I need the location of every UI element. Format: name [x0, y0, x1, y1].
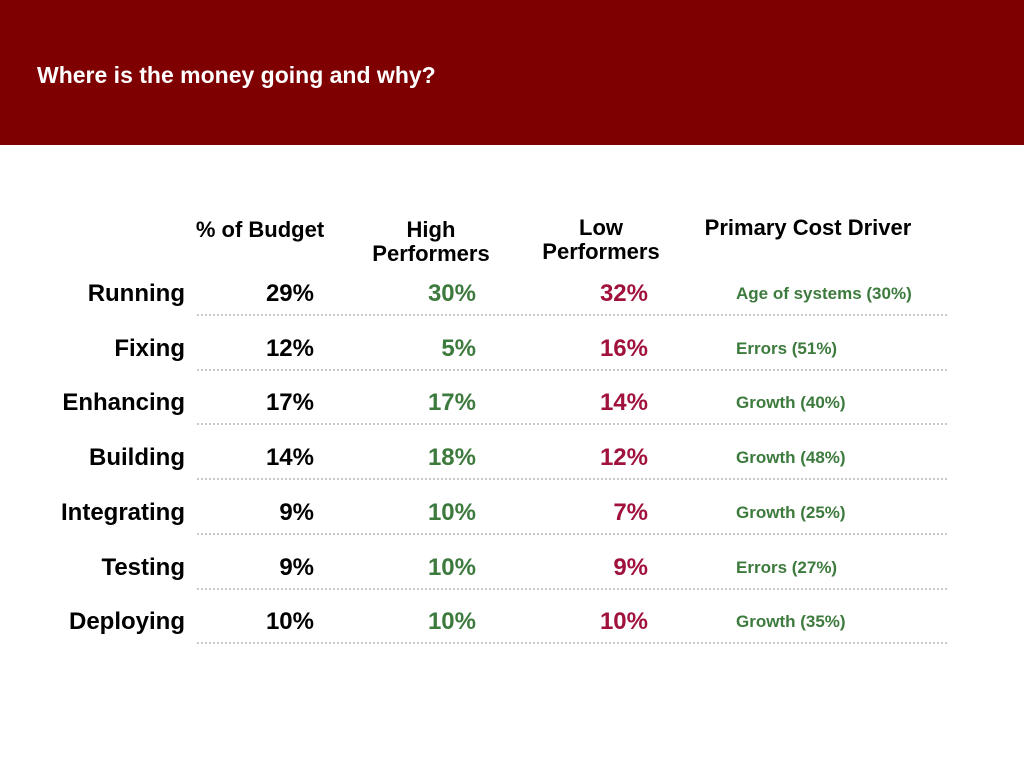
column-header-low-performers-text: Low Performers [542, 215, 660, 264]
row-divider [197, 588, 947, 590]
column-header-cost-driver: Primary Cost Driver [704, 215, 912, 240]
high-performers-value: 18% [427, 444, 476, 471]
row-divider [197, 533, 947, 535]
primary-cost-driver: Errors (27%) [736, 558, 838, 577]
table-row: Testing 9% 10% 9% Errors (27%) [0, 553, 1024, 593]
row-divider [197, 314, 947, 316]
primary-cost-driver: Age of systems (30%) [736, 284, 912, 303]
primary-cost-driver: Errors (51%) [736, 339, 838, 358]
row-label: Testing [101, 554, 185, 581]
high-performers-value: 10% [427, 554, 476, 581]
row-label: Integrating [61, 499, 185, 526]
slide-title: Where is the money going and why? [37, 62, 436, 88]
column-header-budget: % of Budget [195, 217, 325, 242]
table-row: Building 14% 18% 12% Growth (48%) [0, 443, 1024, 483]
primary-cost-driver: Growth (40%) [736, 393, 846, 412]
high-performers-value: 10% [427, 608, 476, 635]
primary-cost-driver: Growth (48%) [736, 448, 846, 467]
high-performers-value: 17% [427, 389, 476, 416]
table-row: Fixing 12% 5% 16% Errors (51%) [0, 334, 1024, 374]
row-divider [197, 478, 947, 480]
primary-cost-driver: Growth (25%) [736, 503, 846, 522]
budget-percent: 12% [265, 335, 314, 362]
row-label: Enhancing [62, 389, 185, 416]
high-performers-value: 10% [427, 499, 476, 526]
table-row: Integrating 9% 10% 7% Growth (25%) [0, 498, 1024, 538]
column-header-high-performers: High Performers [356, 218, 506, 266]
row-label: Running [87, 280, 185, 307]
budget-percent: 9% [279, 499, 314, 526]
title-banner [0, 0, 1024, 145]
low-performers-value: 14% [599, 389, 648, 416]
budget-percent: 10% [265, 608, 314, 635]
table-row: Enhancing 17% 17% 14% Growth (40%) [0, 388, 1024, 428]
row-label: Fixing [114, 335, 185, 362]
column-header-low-performers: Low Performers [526, 216, 676, 264]
row-divider [197, 642, 947, 644]
low-performers-value: 9% [613, 554, 648, 581]
budget-percent: 17% [265, 389, 314, 416]
row-label: Building [89, 444, 185, 471]
high-performers-value: 30% [427, 280, 476, 307]
budget-percent: 14% [265, 444, 314, 471]
row-divider [197, 369, 947, 371]
low-performers-value: 12% [599, 444, 648, 471]
low-performers-value: 7% [613, 499, 648, 526]
primary-cost-driver: Growth (35%) [736, 612, 846, 631]
column-header-high-performers-text: High Performers [372, 217, 490, 266]
high-performers-value: 5% [441, 335, 476, 362]
budget-percent: 9% [279, 554, 314, 581]
low-performers-value: 10% [599, 608, 648, 635]
low-performers-value: 32% [599, 280, 648, 307]
row-label: Deploying [68, 608, 185, 635]
row-divider [197, 423, 947, 425]
budget-percent: 29% [265, 280, 314, 307]
low-performers-value: 16% [599, 335, 648, 362]
table-row: Deploying 10% 10% 10% Growth (35%) [0, 607, 1024, 647]
table-row: Running 29% 30% 32% Age of systems (30%) [0, 279, 1024, 319]
